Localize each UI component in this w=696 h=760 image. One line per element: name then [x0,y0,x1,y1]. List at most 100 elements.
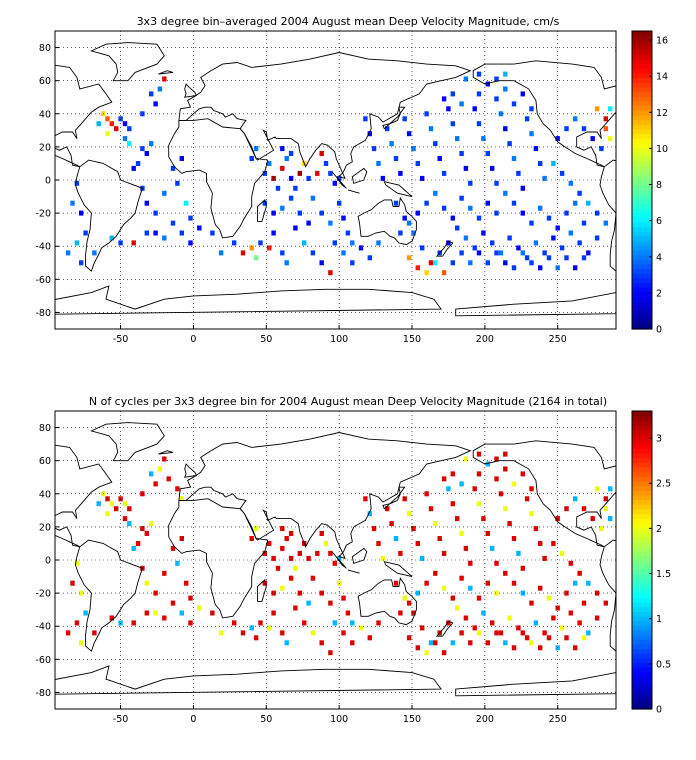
heat-cell [280,630,285,636]
colorbar-swatch [632,58,652,65]
y-tick-label: 20 [39,142,51,153]
heat-cell [564,210,569,216]
heat-cell [463,235,469,241]
heat-cell [385,506,390,512]
heat-cell [109,235,114,241]
heat-cell [249,245,254,251]
heat-cell [135,161,141,166]
heat-cell [546,215,552,221]
heat-cell [603,496,608,502]
coastline [178,52,472,179]
colorbar-swatch [632,699,652,705]
heat-cell [520,590,525,596]
colorbar-swatch [632,161,652,167]
heat-cell [253,635,259,641]
colorbar-swatch [632,457,652,463]
heat-cell [494,630,499,636]
heat-cell [188,620,193,626]
heat-cell [280,545,285,551]
heat-cell [559,625,565,631]
colorbar-swatch [632,86,652,93]
heat-cell [122,121,128,127]
colorbar-swatch [632,54,652,60]
heat-cell [411,146,416,152]
heat-cell [520,185,525,191]
colorbar-swatch [632,263,652,270]
heat-cell [83,610,88,616]
heat-cell [511,481,517,487]
y-tick-label: 80 [39,43,51,54]
heat-cell [328,270,333,276]
heat-cell [468,180,473,186]
heat-cell [428,260,434,266]
coastline [331,171,347,189]
heat-cell [498,491,504,497]
heat-cell [529,106,534,112]
colorbar-swatch [632,662,652,668]
colorbar-swatch [632,240,652,246]
heat-cell [411,610,416,616]
heat-cell [127,506,132,512]
heat-cell [175,486,180,492]
heat-cell [319,260,324,266]
heat-cell [65,630,71,636]
coastline [158,70,174,75]
y-tick-label: -20 [35,589,51,600]
heat-cell [127,126,132,132]
heat-cell [109,615,114,621]
heat-cell [166,476,171,482]
heat-cell [428,506,434,512]
heat-cell [280,165,285,171]
heat-cell [162,235,167,241]
heat-cell [144,580,149,586]
heat-cell [586,250,591,256]
colorbar-swatch [632,452,652,459]
colorbar-swatch [632,424,652,431]
heat-cell [441,476,447,482]
coastline [455,292,616,317]
heat-cell [476,91,482,97]
colorbar-swatch [632,166,652,172]
heat-cell [105,496,110,502]
heat-cell [433,141,438,147]
heat-cell [415,161,420,166]
colorbar-swatch [632,504,652,510]
coastlines-top [55,42,616,317]
colorbar-swatch [632,615,652,622]
colorbar-swatch [632,690,652,696]
heat-cell [507,521,512,527]
heat-cell [476,71,482,77]
heat-cell [559,245,565,251]
heat-cell [459,575,464,581]
colorbar-swatch [632,203,652,209]
heat-cell [494,96,499,102]
heat-cell [415,645,420,651]
colorbar-swatch [632,629,652,636]
heat-cell [398,230,403,236]
colorbar-swatch [632,235,652,242]
heat-cell [306,175,311,181]
heat-cell [594,235,600,241]
heat-cell [341,215,346,221]
heat-cell [184,200,189,206]
heat-cell [345,230,351,236]
chart-title-top: 3x3 degree bin–averaged 2004 August mean… [137,15,560,28]
colorbar-swatch [632,494,652,501]
heat-cell [494,560,499,566]
colorbar-swatch [632,536,652,542]
heat-cell [297,550,302,556]
heat-cell [337,555,342,561]
heat-cell [267,625,272,631]
colorbar-swatch [632,429,652,435]
heat-cell [144,531,149,536]
coastline [435,240,454,257]
x-axis-ticks-top: -50 0 50 100 150 200 250 [113,325,567,345]
heat-cell [577,240,582,246]
heat-cell [494,180,499,186]
heat-cell [149,141,154,147]
colorbar-swatch [632,133,652,139]
colorbar-swatch [632,44,652,51]
heat-cell [328,170,333,176]
coastline [331,551,347,569]
heat-cell [288,555,294,561]
